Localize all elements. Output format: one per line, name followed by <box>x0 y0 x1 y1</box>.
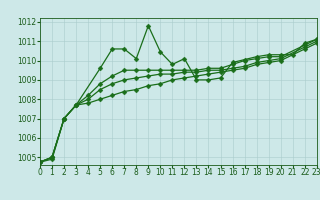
Text: Graphe pression niveau de la mer (hPa): Graphe pression niveau de la mer (hPa) <box>58 188 262 196</box>
